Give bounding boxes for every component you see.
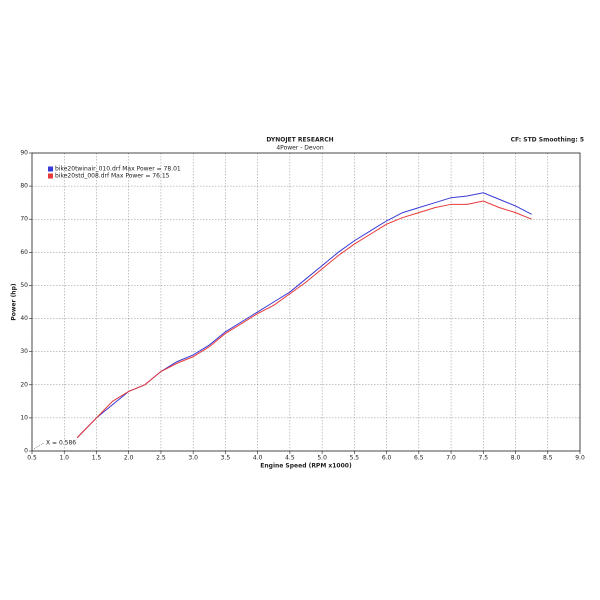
y-tick-label: 90	[20, 150, 28, 157]
y-tick-label: 40	[20, 315, 28, 322]
x-tick-label: 7.0	[446, 455, 456, 462]
chart-subtitle: 4Power - Devon	[276, 145, 323, 152]
x-tick-label: 4.0	[253, 455, 263, 462]
x-tick-label: 3.5	[221, 455, 231, 462]
x-tick-label: 4.5	[285, 455, 295, 462]
x-tick-label: 1.5	[92, 455, 102, 462]
x-tick-label: 8.5	[543, 455, 553, 462]
y-tick-label: 20	[20, 381, 28, 388]
y-tick-label: 10	[20, 414, 28, 421]
y-tick-label: 30	[20, 348, 28, 355]
x-tick-label: 1.0	[59, 455, 69, 462]
x-tick-label: 5.0	[317, 455, 327, 462]
x-axis-label: Engine Speed (RPM x1000)	[260, 463, 352, 470]
x-tick-label: 2.5	[156, 455, 166, 462]
x-tick-label: 2.0	[124, 455, 134, 462]
legend-swatch	[48, 173, 53, 179]
legend-label: bike20std_008.drf Max Power = 76.15	[55, 173, 170, 180]
legend-label: bike20twinair_010.drf Max Power = 78.01	[55, 166, 181, 173]
x-tick-label: 6.5	[414, 455, 424, 462]
legend-swatch	[48, 166, 53, 172]
annotation: X = 0.586	[46, 440, 76, 447]
x-tick-label: 6.0	[382, 455, 392, 462]
x-tick-label: 3.0	[188, 455, 198, 462]
chart-title: DYNOJET RESEARCH	[266, 137, 333, 144]
x-tick-label: 8.0	[511, 455, 521, 462]
y-axis-label: Power (hp)	[11, 283, 18, 320]
y-tick-label: 50	[20, 282, 28, 289]
x-tick-label: 7.5	[479, 455, 489, 462]
y-tick-label: 70	[20, 216, 28, 223]
plot-frame	[31, 152, 581, 452]
x-tick-label: 5.5	[350, 455, 360, 462]
y-tick-label: 0	[24, 448, 28, 455]
x-tick-label: 0.5	[27, 455, 37, 462]
y-tick-label: 80	[20, 183, 28, 190]
settings-label: CF: STD Smoothing: 5	[511, 137, 584, 144]
power-line	[76, 200, 532, 439]
x-tick-label: 9.0	[575, 455, 585, 462]
y-tick-label: 60	[20, 249, 28, 256]
